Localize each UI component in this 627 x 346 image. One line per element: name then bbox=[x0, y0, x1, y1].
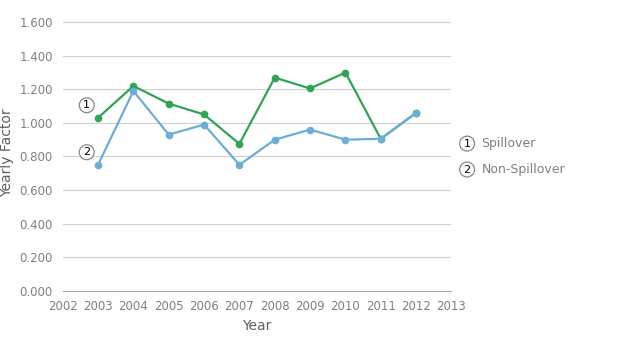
Text: 2: 2 bbox=[83, 147, 90, 157]
X-axis label: Year: Year bbox=[243, 319, 271, 333]
Text: 1: 1 bbox=[83, 100, 90, 110]
Text: Non-Spillover: Non-Spillover bbox=[482, 163, 565, 176]
Text: Spillover: Spillover bbox=[482, 137, 536, 150]
Text: 2: 2 bbox=[463, 165, 471, 174]
Text: 1: 1 bbox=[463, 139, 471, 148]
Y-axis label: Yearly Factor: Yearly Factor bbox=[0, 108, 14, 197]
